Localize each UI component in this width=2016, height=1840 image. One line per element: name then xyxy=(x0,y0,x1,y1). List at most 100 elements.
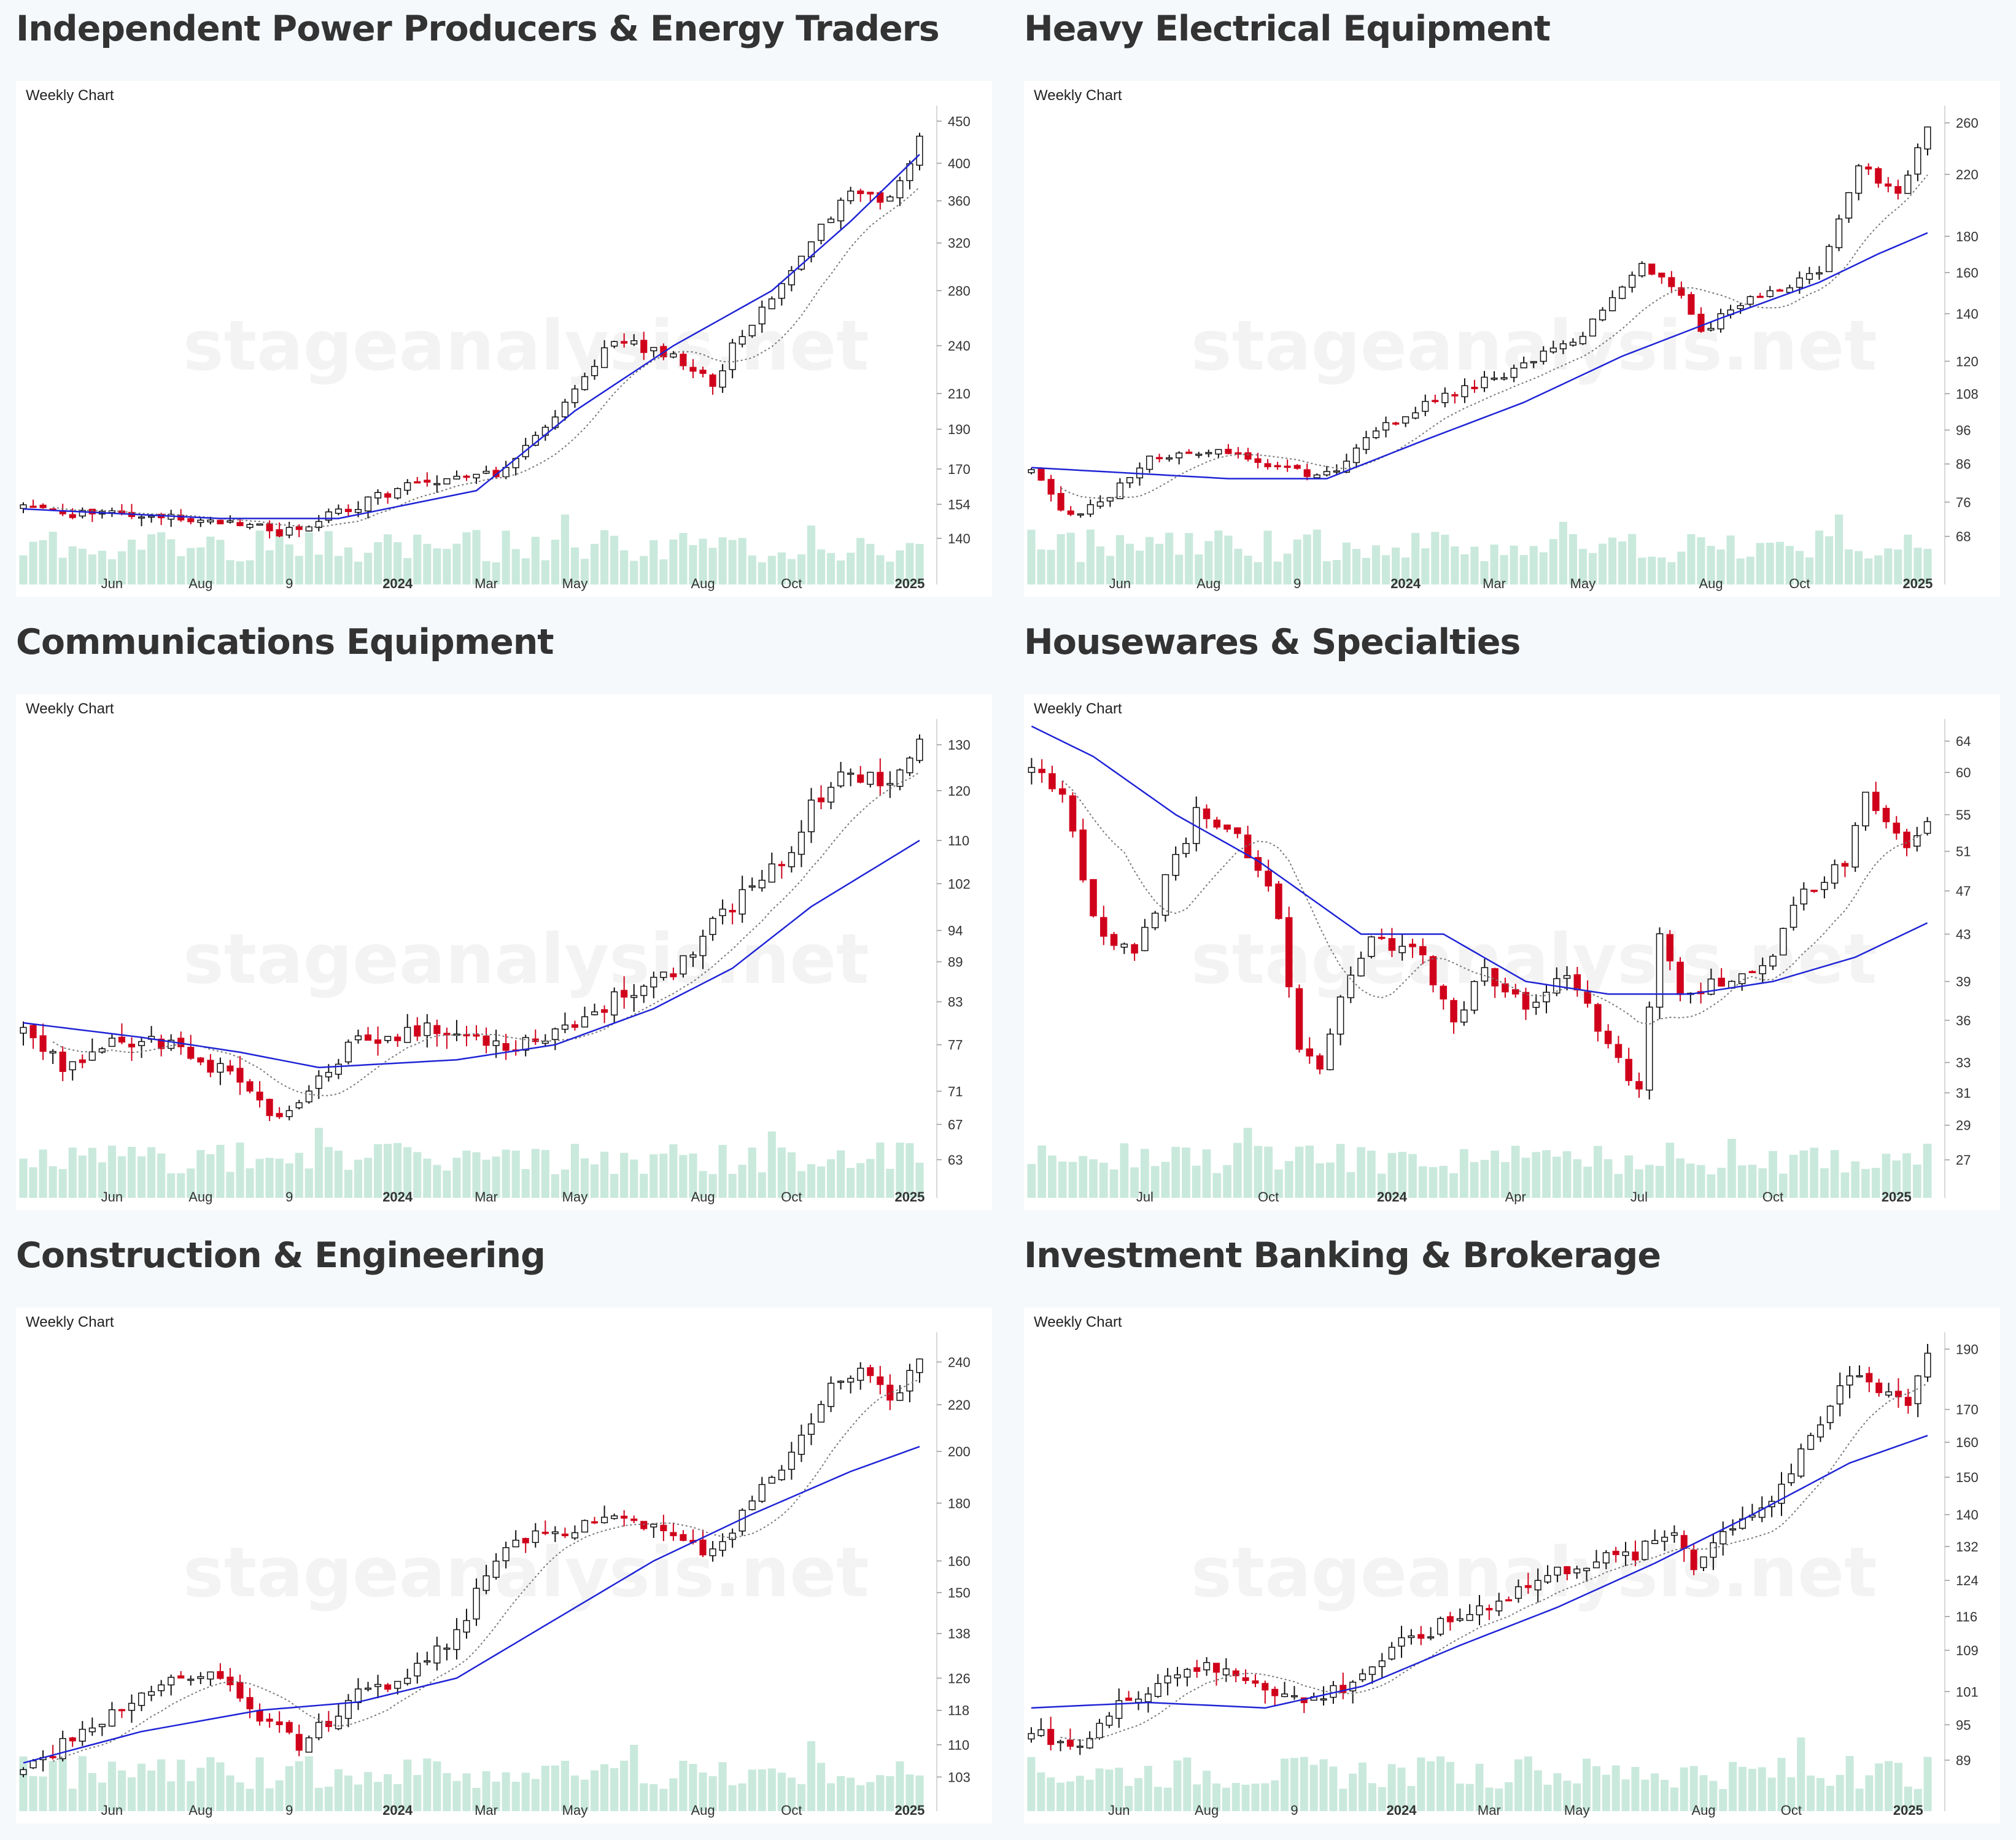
volume-bar xyxy=(866,1159,875,1198)
x-tick-label: May xyxy=(1564,1803,1590,1818)
candle-body xyxy=(591,1521,599,1524)
candle-body xyxy=(1265,871,1272,887)
candle-body xyxy=(1161,874,1169,916)
candle-body xyxy=(1635,1081,1643,1090)
y-tick-label: 180 xyxy=(1956,229,1979,244)
x-tick-label: May xyxy=(562,576,588,591)
candle-body xyxy=(285,527,293,536)
candles xyxy=(1028,1344,1931,1755)
x-tick-label: Oct xyxy=(781,1803,802,1818)
candle-body xyxy=(1441,392,1449,403)
candle-body xyxy=(1604,1030,1612,1044)
candle-body xyxy=(364,496,372,512)
candle-body xyxy=(49,1050,56,1054)
chart-label: Weekly Chart xyxy=(1034,1314,1122,1330)
chart-label: Weekly Chart xyxy=(26,701,114,717)
volume-bar xyxy=(856,538,865,584)
volume-bar xyxy=(620,1760,629,1811)
panel-title: Construction & Engineering xyxy=(16,1235,546,1276)
ma-long-line xyxy=(23,839,920,1069)
candle-body xyxy=(788,852,795,868)
y-tick-label: 150 xyxy=(948,1585,971,1601)
x-tick-label: Mar xyxy=(475,576,498,591)
volume-bar xyxy=(1161,1162,1170,1198)
volume-bar xyxy=(1480,561,1489,584)
y-tick-label: 124 xyxy=(1956,1573,1979,1588)
candle-body xyxy=(473,1034,480,1037)
volume-bar xyxy=(58,1169,67,1198)
candle-body xyxy=(581,1520,589,1533)
volume-bar xyxy=(206,537,215,584)
y-tick-label: 29 xyxy=(1956,1118,1971,1133)
candle-body xyxy=(1096,1723,1103,1739)
candle-body xyxy=(1392,422,1400,425)
candle-body xyxy=(1700,1556,1707,1569)
volume-bar xyxy=(1689,1766,1698,1811)
volume-bar xyxy=(1519,555,1528,584)
volume-bar xyxy=(1532,1152,1541,1198)
candle-body xyxy=(591,1011,599,1015)
volume-bar xyxy=(1106,556,1114,584)
candle-body xyxy=(1821,882,1828,890)
volume-bar xyxy=(1076,562,1085,584)
candle-body xyxy=(1144,1693,1152,1702)
volume-bar xyxy=(1511,1146,1520,1198)
candle-body xyxy=(1432,400,1439,402)
candles xyxy=(20,1358,923,1777)
volume-bar xyxy=(876,1775,885,1811)
candle-body xyxy=(79,510,86,517)
candle-body xyxy=(1067,510,1074,515)
candle-body xyxy=(29,505,37,508)
volume-bar xyxy=(1465,1784,1474,1811)
candle-body xyxy=(1710,1542,1717,1558)
candle-body xyxy=(138,1692,145,1706)
candle-body xyxy=(187,518,195,522)
candle-body xyxy=(709,918,716,935)
candle-body xyxy=(276,529,283,537)
volume-bar xyxy=(1456,1784,1464,1811)
candle-body xyxy=(1825,246,1833,273)
candle-body xyxy=(1028,767,1036,773)
candle-body xyxy=(1284,465,1291,468)
volume-bar xyxy=(767,1132,776,1198)
x-tick-label: 9 xyxy=(1290,1803,1298,1818)
volume-bar xyxy=(1441,534,1449,584)
candle-body xyxy=(453,1629,460,1650)
volume-bar xyxy=(1830,1150,1839,1198)
candle-body xyxy=(886,1384,894,1401)
candle-body xyxy=(1718,977,1725,987)
candle-body xyxy=(1924,1353,1931,1378)
candle-body xyxy=(748,885,756,888)
x-tick-label: 2024 xyxy=(382,576,413,591)
candle-body xyxy=(207,1060,214,1073)
volume-bar xyxy=(1352,549,1361,584)
candle-body xyxy=(1609,297,1616,311)
ma-long-line xyxy=(1031,232,1928,479)
candle-body xyxy=(1235,452,1242,455)
candle-body xyxy=(364,1687,372,1690)
volume-bar xyxy=(1614,1174,1623,1198)
volume-bar xyxy=(551,1174,559,1198)
candle-body xyxy=(1924,126,1931,150)
volume-bar xyxy=(1175,554,1184,584)
volume-bar xyxy=(246,1168,254,1198)
volume-bar xyxy=(265,550,274,584)
candle-body xyxy=(1476,1605,1483,1615)
x-tick-label: Oct xyxy=(1258,1189,1279,1205)
volume-bar xyxy=(1573,1783,1581,1811)
volume-bar xyxy=(1686,1163,1695,1198)
candle-body xyxy=(1914,1375,1921,1405)
candle-body xyxy=(1495,1601,1503,1612)
volume-bar xyxy=(1027,1163,1036,1198)
candle-body xyxy=(315,1722,322,1739)
volume-bar xyxy=(1224,535,1233,584)
volume-bar xyxy=(1271,1780,1279,1811)
candle-body xyxy=(1729,1528,1737,1531)
candle-body xyxy=(1398,1637,1405,1647)
candle-body xyxy=(847,1378,855,1383)
candle-body xyxy=(1642,1540,1649,1560)
candle-body xyxy=(158,1038,165,1049)
candle-body xyxy=(29,1760,37,1769)
volume-bar xyxy=(413,1775,422,1811)
candle-body xyxy=(1223,825,1231,830)
